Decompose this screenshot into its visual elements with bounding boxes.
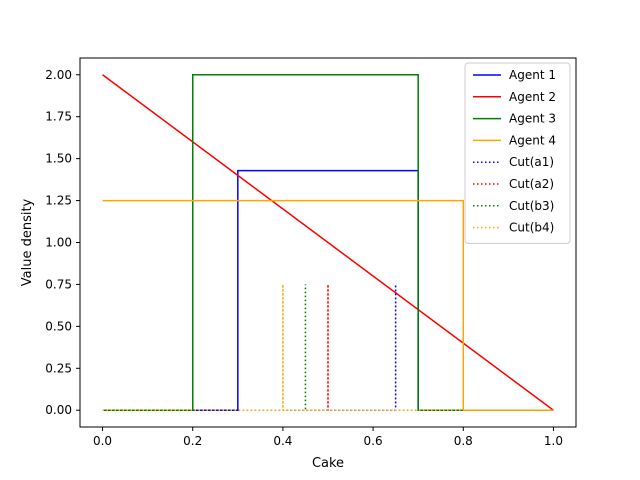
y-axis-title: Value density	[20, 198, 35, 286]
y-tick-label: 2.00	[45, 68, 72, 82]
x-tick-label: 1.0	[544, 434, 563, 448]
y-tick-label: 0.25	[45, 361, 72, 375]
x-tick-label: 0.8	[454, 434, 473, 448]
series-line-agent-2	[102, 74, 554, 411]
x-axis-title: Cake	[312, 456, 344, 471]
series-line-agent-3	[102, 74, 554, 411]
legend-label: Cut(b3)	[509, 199, 554, 213]
legend-box	[464, 62, 571, 244]
y-tick-label: 1.50	[45, 152, 72, 166]
legend: Agent 1 Agent 2 Agent 3 Agent 4 Cut(a1) Cut(a…	[464, 62, 571, 244]
y-tick-label: 0.75	[45, 277, 72, 291]
y-tick-label: 1.00	[45, 236, 72, 250]
series-layer	[102, 74, 554, 411]
legend-label: Agent 2	[509, 90, 556, 104]
y-tick-label: 0.00	[45, 403, 72, 417]
legend-label: Agent 1	[509, 68, 556, 82]
x-axis: 0.0 0.2 0.4 0.6 0.8 1.0	[93, 427, 563, 448]
x-tick-label: 0.4	[273, 434, 292, 448]
y-axis: 0.00 0.25 0.50 0.75 1.00 1.25 1.50 1.75 2.00	[45, 68, 80, 417]
x-tick-label: 0.2	[183, 434, 202, 448]
y-tick-label: 1.75	[45, 110, 72, 124]
legend-label: Cut(a1)	[509, 155, 554, 169]
legend-label: Agent 3	[509, 112, 556, 126]
x-tick-label: 0.0	[93, 434, 112, 448]
legend-label: Cut(b4)	[509, 221, 554, 235]
y-tick-label: 1.25	[45, 194, 72, 208]
series-line-cut-b4	[102, 284, 554, 411]
legend-label: Agent 4	[509, 133, 556, 147]
x-tick-label: 0.6	[364, 434, 383, 448]
y-tick-label: 0.50	[45, 319, 72, 333]
legend-label: Cut(a2)	[509, 177, 554, 191]
